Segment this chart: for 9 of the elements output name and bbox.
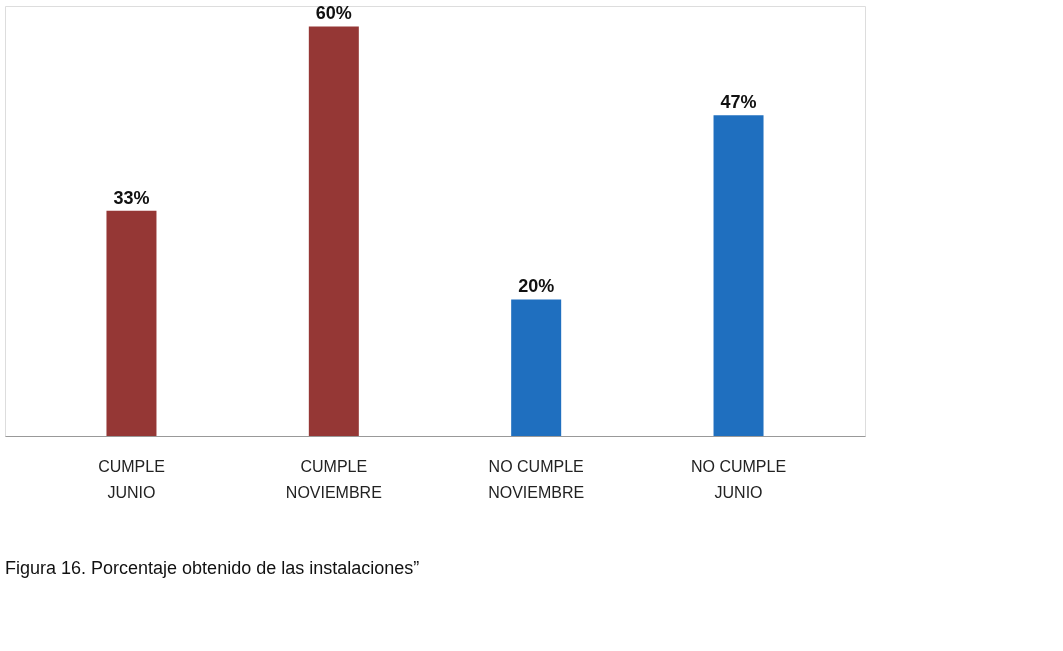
- data-label: 33%: [113, 187, 150, 208]
- data-label: 47%: [720, 92, 757, 113]
- data-label: 20%: [518, 276, 555, 297]
- text: Figura 16. Porcentaje obtenido de las instalaciones”: [5, 558, 420, 578]
- x-tick-label: NO CUMPLE JUNIO: [690, 457, 787, 501]
- data-label: 60%: [315, 3, 352, 24]
- x-tick-label: NO CUMPLE NOVIEMBRE: [488, 457, 585, 501]
- x-tick-label: CUMPLE NOVIEMBRE: [285, 457, 382, 501]
- x-tick-label: CUMPLE JUNIO: [98, 457, 165, 501]
